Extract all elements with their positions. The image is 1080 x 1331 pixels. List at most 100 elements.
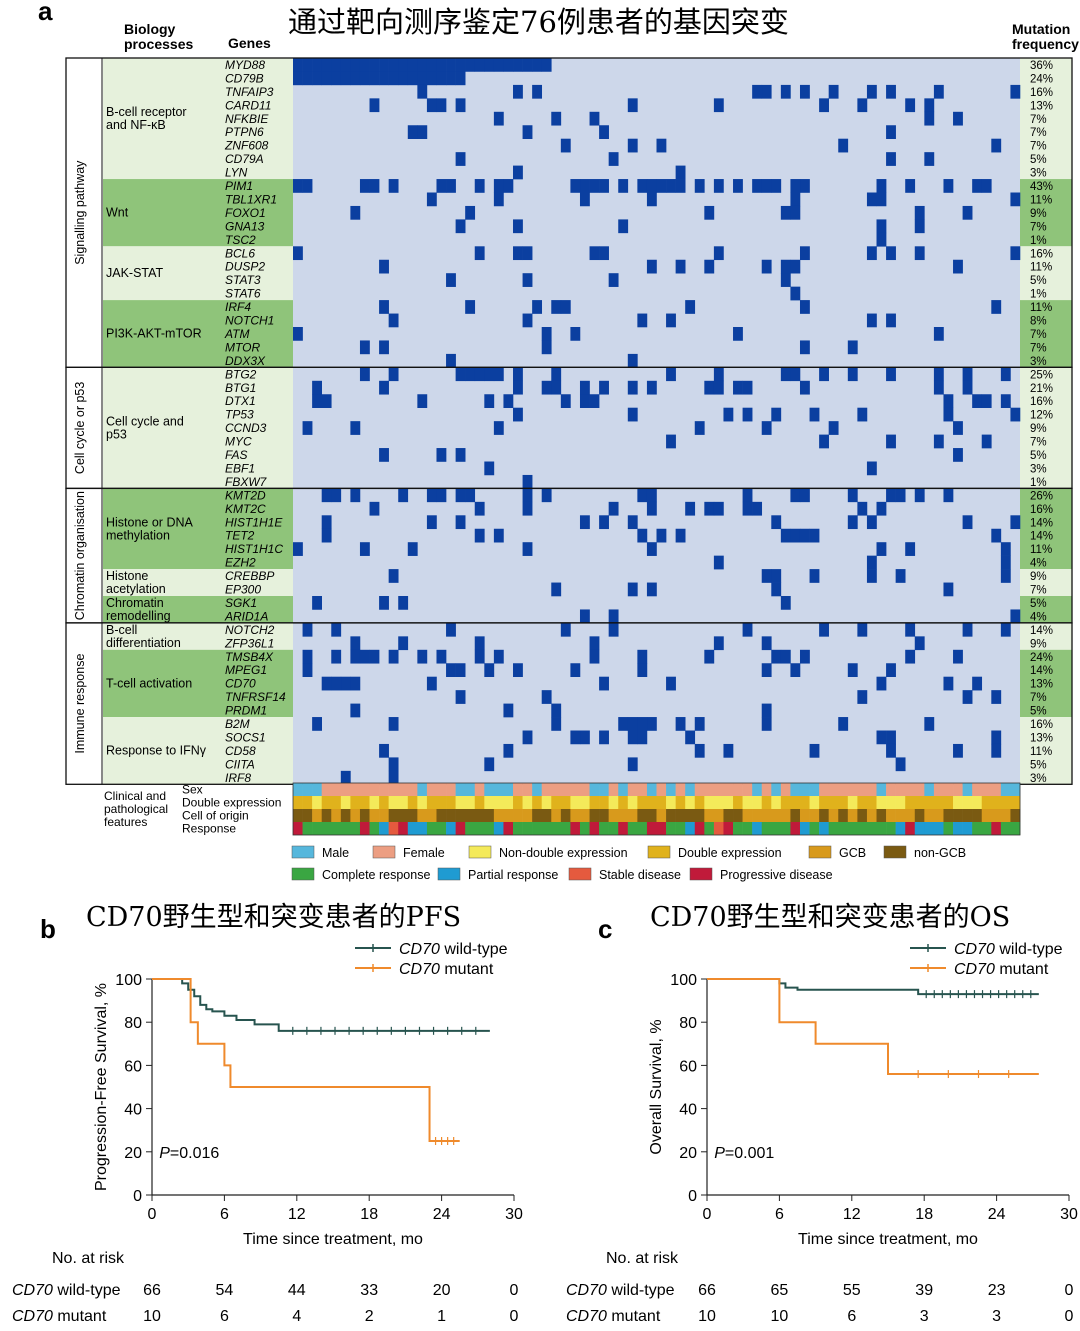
risk-count: 66 [143, 1282, 161, 1299]
frequency-label: 5% [1030, 759, 1047, 771]
mutation-cell [685, 730, 696, 745]
gene-band [221, 649, 293, 718]
clinical-cell [551, 796, 562, 809]
frequency-label: 7% [1030, 141, 1047, 153]
mutation-cell [723, 407, 734, 422]
clinical-cell [771, 809, 782, 822]
clinical-cell [398, 809, 409, 822]
mutation-cell [905, 98, 916, 113]
mutation-cell [857, 501, 868, 516]
mutation-cell [350, 205, 361, 220]
subgroup-band [103, 649, 221, 718]
frequency-label: 16% [1030, 396, 1053, 408]
mutation-cell [436, 448, 447, 462]
clinical-cell [656, 796, 667, 809]
frequency-label: 21% [1030, 383, 1053, 395]
mutation-cell [513, 165, 523, 180]
mutation-cell [1000, 542, 1011, 556]
frequency-band [1020, 596, 1072, 623]
mutation-cell [369, 501, 380, 516]
mutation-cell [704, 649, 715, 664]
mutation-cell [886, 663, 896, 677]
mutation-cell [293, 71, 303, 86]
clinical-cell [513, 796, 523, 809]
mutation-cell [407, 58, 418, 72]
clinical-cell [742, 796, 753, 809]
frequency-band [1020, 58, 1072, 180]
clinical-cell [627, 796, 638, 809]
mutation-cell [599, 179, 609, 193]
mutation-cell [350, 703, 361, 718]
clinical-cell [436, 783, 447, 796]
mutation-cell [637, 649, 648, 664]
subgroup-label: Wnt [106, 206, 129, 220]
mutation-cell [790, 179, 801, 193]
mutation-cell [675, 717, 686, 731]
gene-label: ZFP36L1 [224, 636, 274, 650]
mutation-cell [560, 394, 571, 408]
mutation-cell [847, 515, 858, 530]
clinical-cell [857, 809, 868, 822]
clinical-cell [886, 783, 896, 796]
mutation-cell [1000, 555, 1011, 570]
mutation-cell [465, 367, 476, 382]
clinical-cell [876, 796, 887, 809]
mutation-cell [503, 703, 514, 718]
mutation-cell [666, 367, 676, 382]
risk-count: 66 [698, 1282, 716, 1299]
gene-label: NFKBIE [225, 112, 269, 126]
clinical-cell [465, 783, 476, 796]
gene-label: ZNF608 [224, 139, 269, 153]
gene-label: ATM [224, 327, 249, 341]
mutation-cell [379, 448, 389, 462]
group-label: Immune response [73, 654, 87, 754]
frequency-label: 24% [1030, 652, 1053, 664]
clinical-cell [780, 822, 791, 835]
subgroup-label: Chromatin remodelling [106, 596, 171, 623]
mutation-cell [886, 125, 896, 139]
clinical-cell [828, 783, 839, 796]
clinical-cell [302, 809, 313, 822]
clinical-cell [838, 796, 849, 809]
clinical-cell [579, 809, 590, 822]
mutation-cell [379, 58, 389, 72]
x-tick-label: 0 [703, 1206, 712, 1223]
clinical-cell [1000, 822, 1011, 835]
mutation-cell [522, 488, 533, 503]
gene-label: ARID1A [224, 609, 268, 623]
mutation-cell [933, 84, 944, 99]
mutation-cell [991, 690, 1002, 704]
mutation-cell [388, 179, 399, 193]
mutation-cell [733, 179, 743, 193]
clinical-cell [570, 809, 581, 822]
mutation-cell [293, 327, 303, 341]
mutation-cell [446, 58, 456, 72]
mutation-cell [455, 98, 466, 113]
mutation-cell [350, 488, 361, 503]
mutation-cell [503, 58, 514, 72]
clinical-cell [331, 783, 342, 796]
clinical-cell [876, 783, 887, 796]
mutation-cell [666, 676, 676, 691]
clinical-cell [312, 809, 322, 822]
mutation-cell [761, 636, 772, 651]
clinical-cell [560, 809, 571, 822]
legend-swatch [291, 867, 315, 881]
panel-b-letter: b [40, 914, 56, 944]
clinical-cell [455, 796, 466, 809]
clinical-cell [646, 783, 657, 796]
clinical-cell [895, 809, 906, 822]
mutation-cell [455, 488, 466, 503]
gene-label: HIST1H1C [225, 542, 283, 556]
gene-band [221, 300, 293, 368]
clinical-cell [828, 796, 839, 809]
clinical-cell [407, 796, 418, 809]
subgroup-label: Histone acetylation [106, 569, 166, 596]
mutation-cell [962, 380, 973, 395]
gene-band [221, 179, 293, 247]
mutation-cell [790, 259, 801, 274]
mutation-cell [321, 676, 332, 691]
clinical-cell [733, 783, 743, 796]
gene-label: TNFRSF14 [225, 690, 286, 704]
clinical-cell [627, 809, 638, 822]
